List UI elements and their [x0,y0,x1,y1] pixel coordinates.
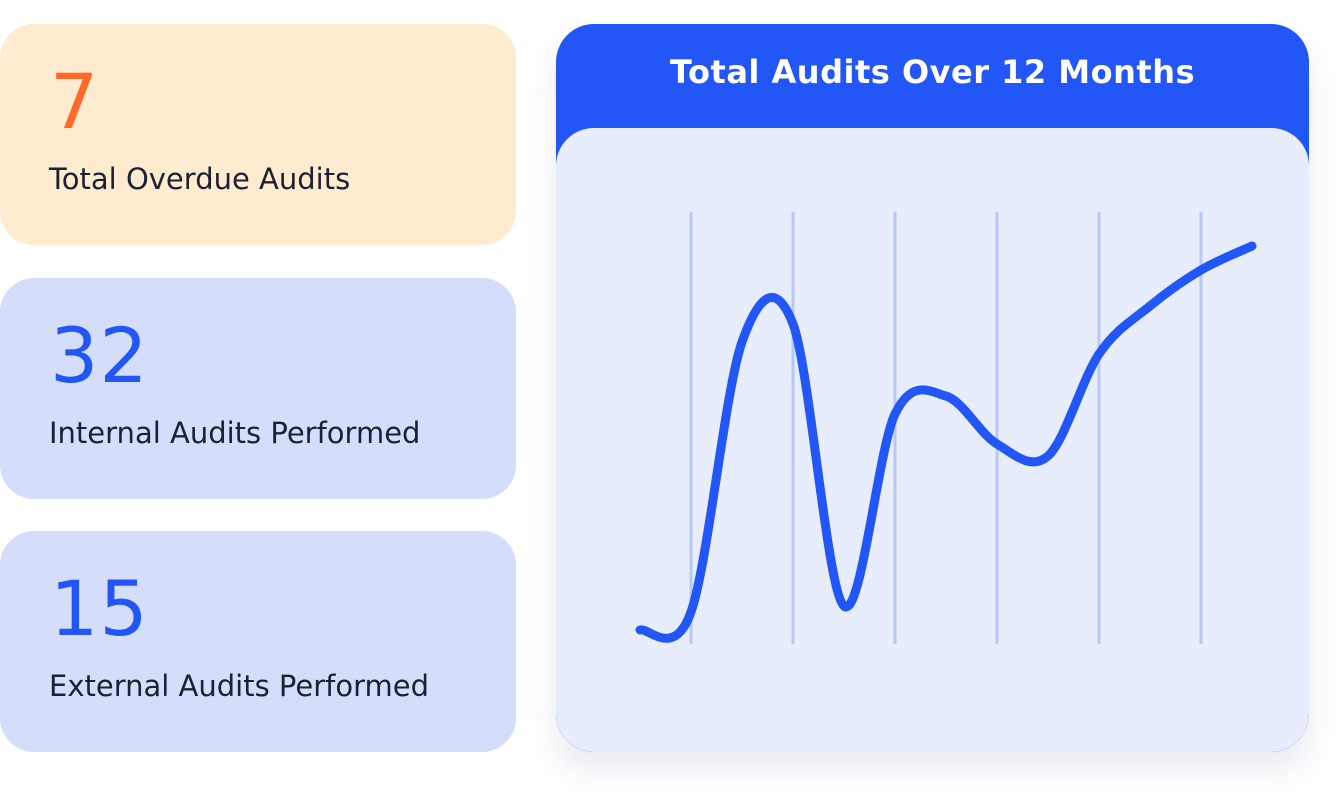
external-audits-card: 15 External Audits Performed [0,531,516,752]
series-line-total-audits [635,241,1257,643]
internal-audits-card: 32 Internal Audits Performed [0,278,516,499]
chart-plot-area [556,128,1309,752]
audits-chart-card: Total Audits Over 12 Months [556,24,1309,752]
internal-audits-label: Internal Audits Performed [49,416,421,450]
internal-audits-value: 32 [50,311,149,400]
line-chart [635,212,1257,644]
chart-title: Total Audits Over 12 Months [669,53,1196,91]
overdue-audits-value: 7 [50,57,100,146]
overdue-audits-label: Total Overdue Audits [49,162,351,196]
external-audits-label: External Audits Performed [49,669,430,703]
external-audits-value: 15 [50,564,149,653]
overdue-audits-card: 7 Total Overdue Audits [0,24,516,245]
